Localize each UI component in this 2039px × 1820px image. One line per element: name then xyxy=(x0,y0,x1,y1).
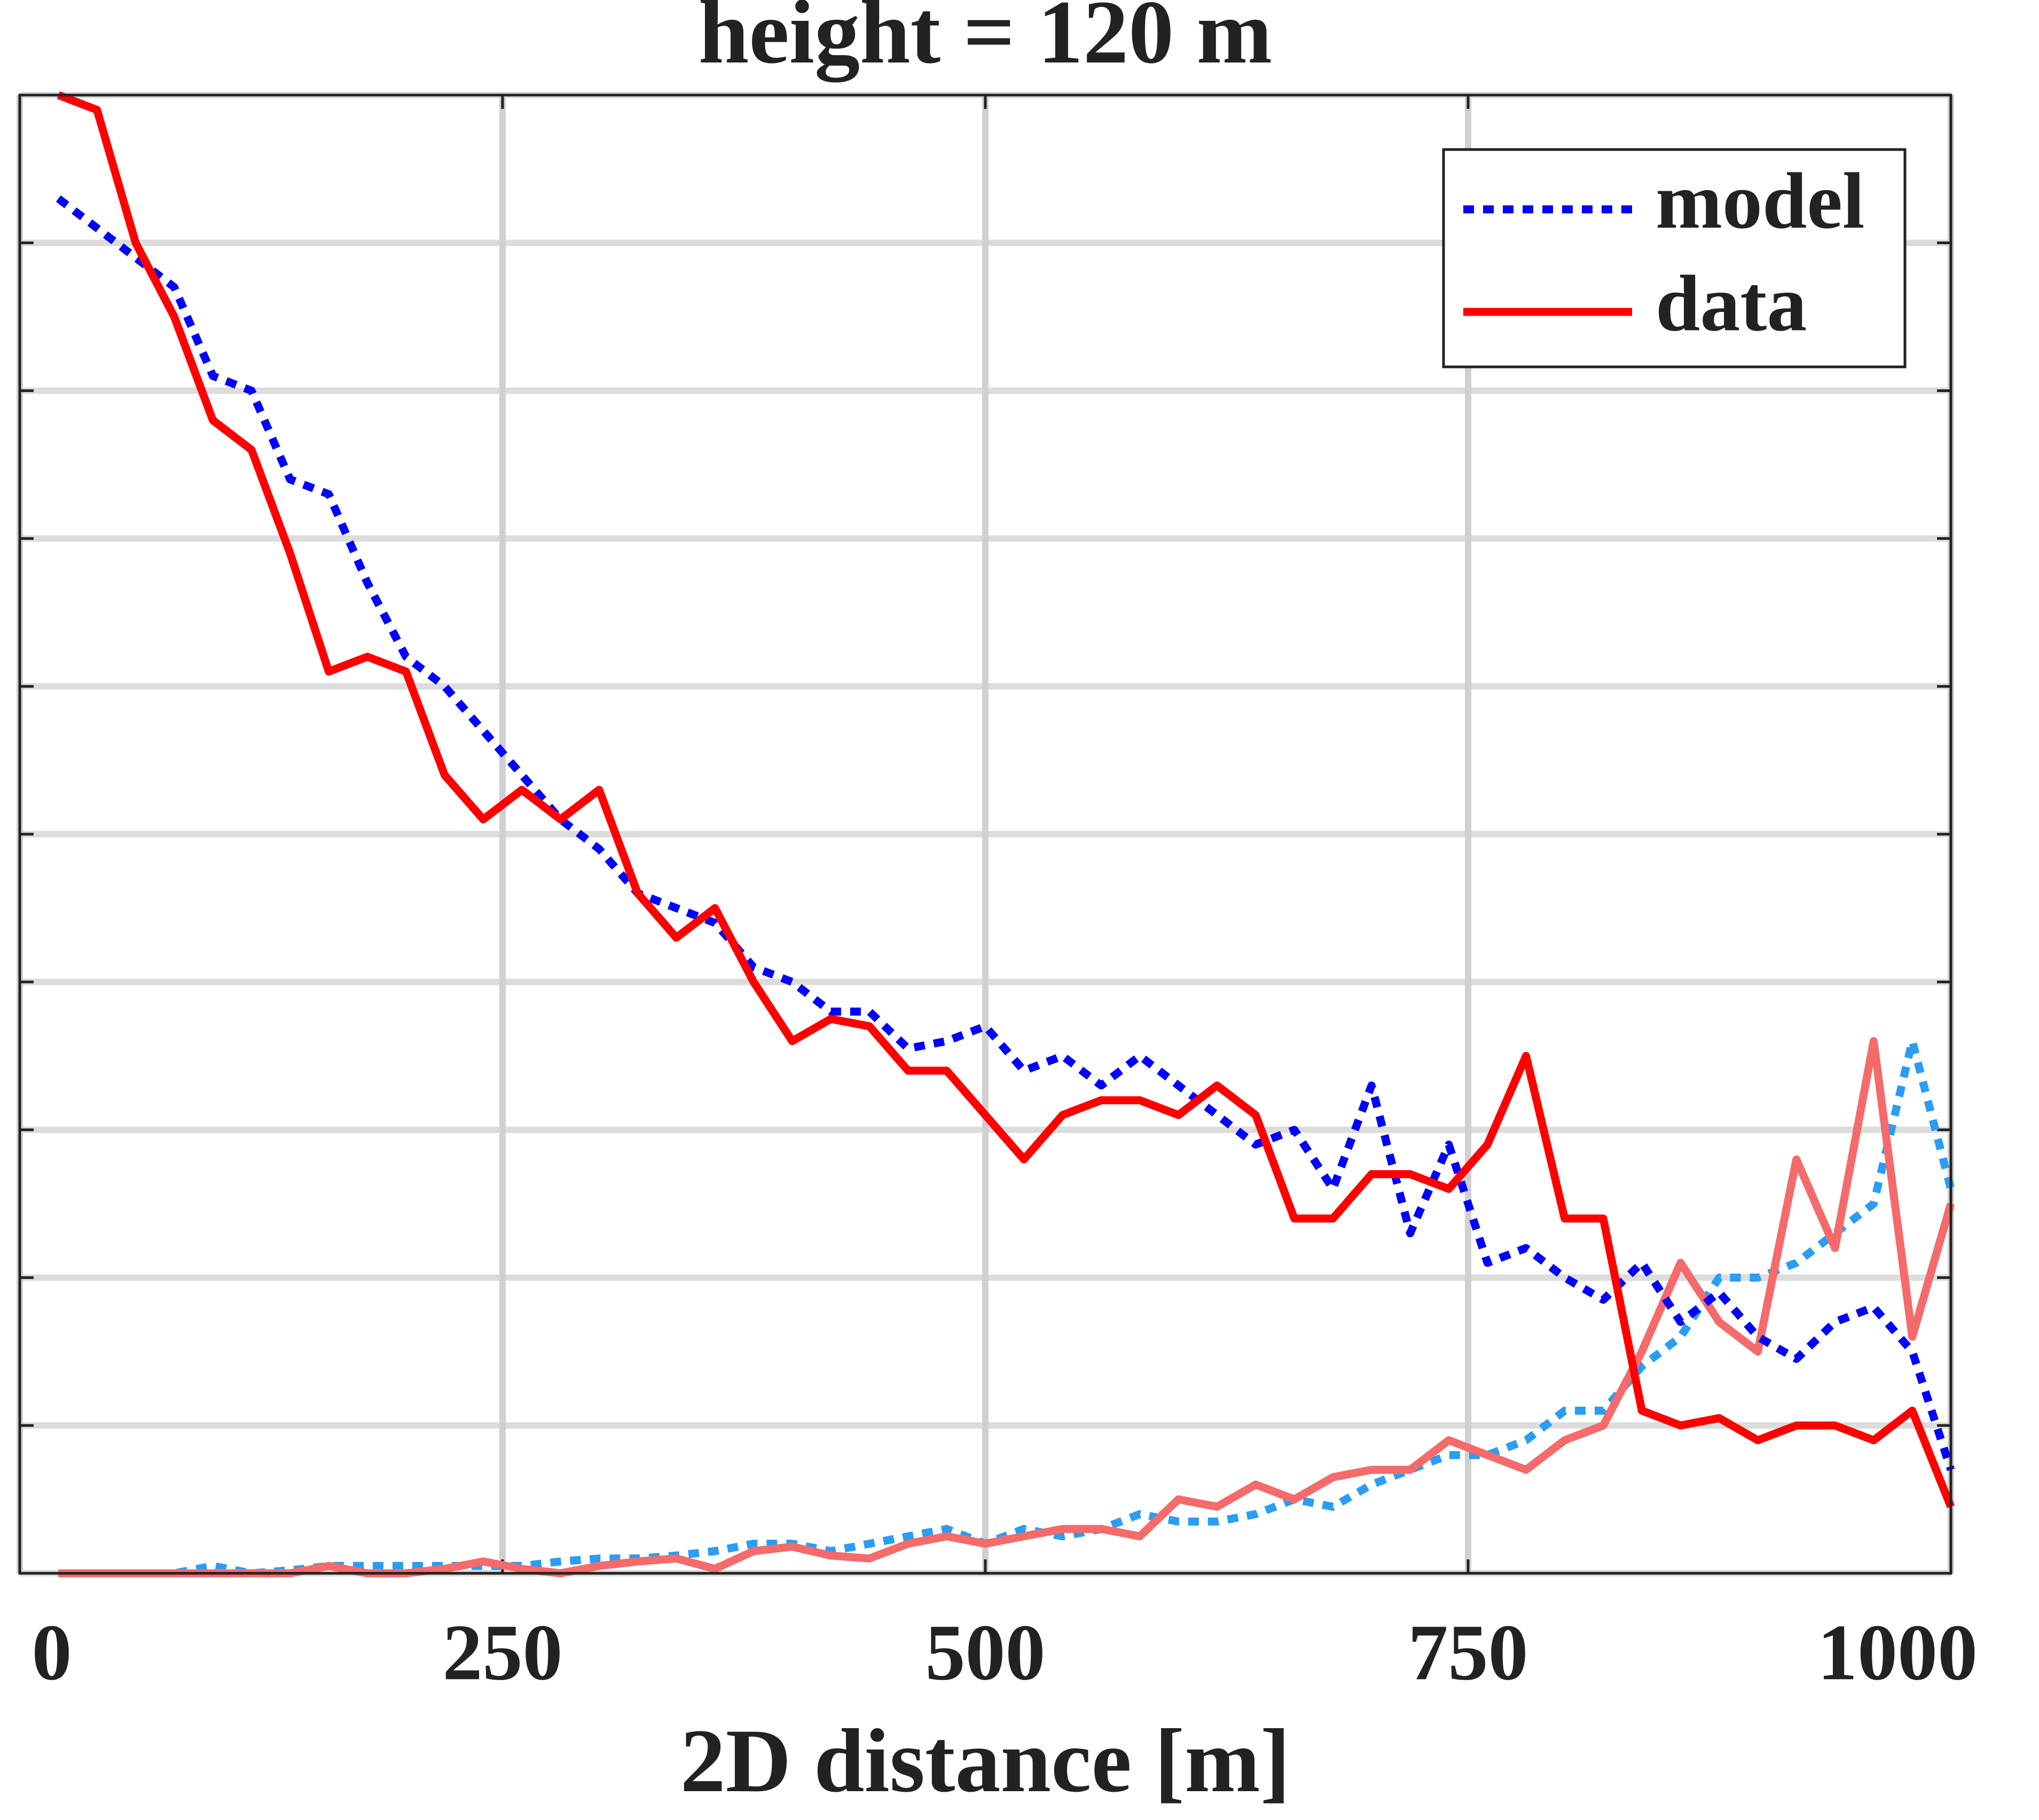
x-tick-label: 1000 xyxy=(1817,1608,1978,1697)
chart-title: height = 120 m xyxy=(699,0,1272,82)
series-line xyxy=(57,91,1955,1509)
legend-label: model xyxy=(1656,156,1865,245)
legend-box xyxy=(1442,148,1907,368)
x-tick-label: 750 xyxy=(1408,1608,1528,1697)
plot-frame xyxy=(18,93,1952,1575)
x-tick-label: 0 xyxy=(32,1608,72,1697)
legend-label: data xyxy=(1656,259,1807,348)
x-tick-label: 500 xyxy=(926,1608,1046,1697)
x-axis-label: 2D distance [m] xyxy=(680,1711,1291,1811)
series-line xyxy=(56,195,1955,1471)
x-tick-label: 250 xyxy=(443,1608,563,1697)
